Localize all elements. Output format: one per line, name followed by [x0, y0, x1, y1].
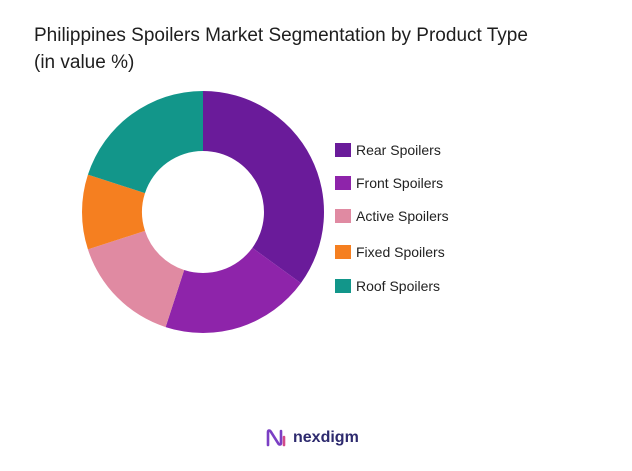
- slice-rear-spoilers: [203, 91, 324, 284]
- brand-name: nexdigm: [293, 429, 359, 446]
- legend-swatch: [335, 245, 351, 259]
- legend-swatch: [335, 209, 351, 223]
- brand-logo: nexdigm: [265, 428, 359, 448]
- chart-title: Philippines Spoilers Market Segmentation…: [34, 22, 614, 76]
- slice-fixed-spoilers: [82, 174, 145, 250]
- legend-label: Roof Spoilers: [356, 278, 441, 294]
- legend-item-rear-spoilers: Rear Spoilers: [335, 142, 441, 158]
- legend-item-active-spoilers: Active Spoilers: [335, 208, 449, 224]
- legend-swatch: [335, 176, 351, 190]
- legend-item-fixed-spoilers: Fixed Spoilers: [335, 244, 445, 260]
- slice-front-spoilers: [165, 247, 301, 333]
- slice-active-spoilers: [87, 230, 185, 328]
- nexdigm-logo-icon: [266, 429, 286, 447]
- legend-label: Fixed Spoilers: [356, 244, 445, 260]
- legend-item-front-spoilers: Front Spoilers: [335, 175, 443, 191]
- legend-swatch: [335, 279, 351, 293]
- slice-roof-spoilers: [87, 91, 203, 194]
- legend-label: Active Spoilers: [356, 208, 449, 224]
- legend-item-roof-spoilers: Roof Spoilers: [335, 278, 440, 294]
- chart-title-line2: (in value %): [34, 52, 135, 73]
- legend-swatch: [335, 143, 351, 157]
- chart-title-line1: Philippines Spoilers Market Segmentation…: [34, 25, 528, 46]
- donut-slices: [82, 91, 324, 333]
- legend-label: Front Spoilers: [356, 175, 444, 191]
- legend-label: Rear Spoilers: [356, 142, 441, 158]
